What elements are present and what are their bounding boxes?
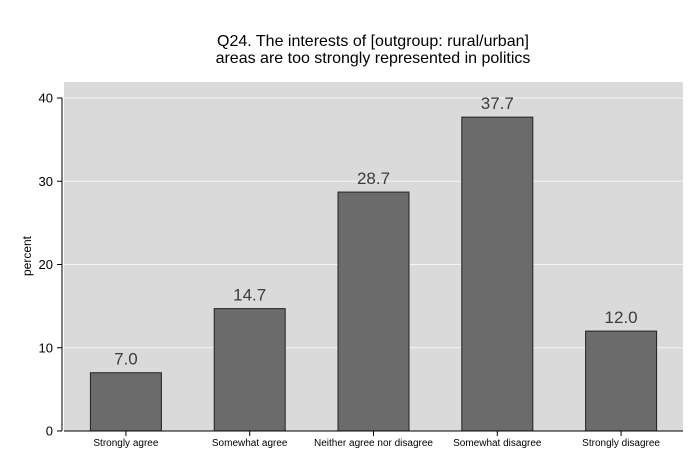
y-tick-label: 40 [39, 91, 53, 106]
y-tick-label: 10 [39, 340, 53, 355]
x-tick-label: Somewhat disagree [453, 438, 542, 449]
x-axis: Strongly agree Somewhat agree Neither agre… [64, 430, 683, 449]
data-labels: 7.0 14.7 28.7 37.7 12.0 [114, 94, 638, 369]
x-tick-label: Neither agree nor disagree [314, 438, 433, 449]
x-tick-label: Strongly disagree [582, 438, 660, 449]
data-label: 12.0 [605, 308, 638, 327]
bar [89, 372, 162, 432]
y-axis-label: percent [20, 235, 34, 276]
y-axis: 0 10 20 30 40 [39, 91, 63, 439]
data-label: 7.0 [114, 350, 138, 369]
chart-title: Q24. The interests of [outgroup: rural/u… [217, 33, 529, 50]
x-tick-label: Strongly agree [93, 438, 158, 449]
x-tick-label: Somewhat agree [212, 438, 288, 449]
data-label: 14.7 [233, 286, 266, 305]
bar [585, 330, 658, 432]
bar [461, 116, 534, 432]
y-tick-label: 0 [46, 424, 53, 439]
bar [213, 308, 286, 432]
y-tick-label: 20 [39, 257, 53, 272]
data-label: 28.7 [357, 169, 390, 188]
y-tick-label: 30 [39, 174, 53, 189]
chart-subtitle: areas are too strongly represented in po… [216, 50, 531, 67]
data-label: 37.7 [481, 94, 514, 113]
bars [89, 116, 658, 432]
bar [337, 191, 410, 432]
